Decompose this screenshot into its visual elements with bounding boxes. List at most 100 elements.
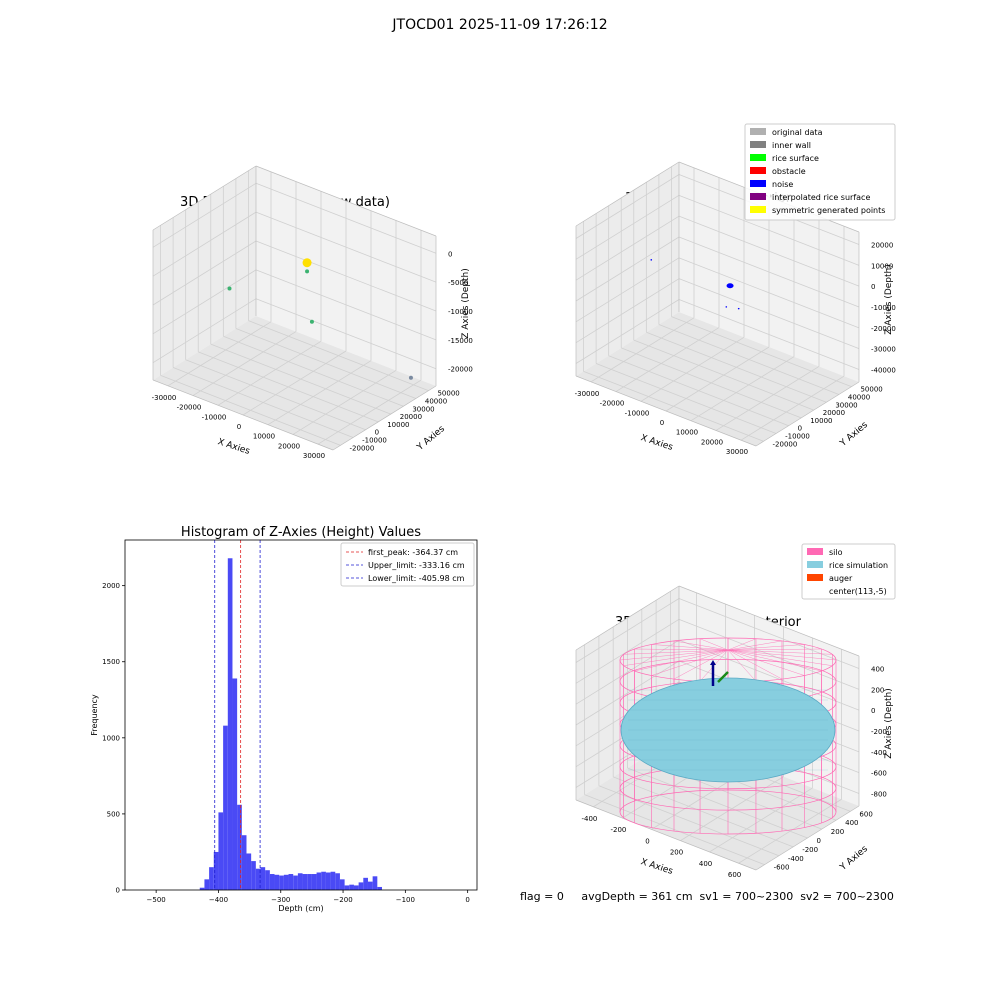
x-tick-label: 30000 bbox=[303, 452, 325, 460]
histogram-bar bbox=[288, 874, 294, 890]
histogram-bar bbox=[330, 871, 336, 890]
legend-box bbox=[801, 543, 896, 600]
x-tick-label: −400 bbox=[209, 896, 228, 904]
histogram-bar bbox=[377, 886, 382, 890]
grid-line bbox=[584, 794, 765, 866]
y-tick-label: 400 bbox=[845, 819, 858, 827]
data-point bbox=[309, 319, 314, 324]
x-tick-label: -200 bbox=[611, 826, 627, 834]
grid-line bbox=[627, 767, 808, 839]
grid-line bbox=[613, 776, 794, 848]
legend-swatch bbox=[750, 180, 766, 187]
histogram-bar bbox=[344, 885, 350, 890]
x-tick-label: 10000 bbox=[253, 433, 275, 441]
grid-line bbox=[621, 347, 802, 419]
grid-line bbox=[715, 366, 820, 431]
histogram-bar bbox=[311, 874, 317, 890]
silo-roof-line bbox=[727, 638, 757, 651]
y-tick-label: 40000 bbox=[848, 393, 870, 401]
legend-label: auger bbox=[829, 574, 853, 583]
legend-swatch bbox=[807, 574, 823, 581]
grid-line bbox=[678, 278, 860, 350]
histogram-bar bbox=[241, 835, 247, 890]
y-tick-label: 500 bbox=[107, 810, 120, 818]
silo-roof-line bbox=[673, 640, 729, 651]
grid-line bbox=[608, 355, 789, 427]
grid-line bbox=[255, 211, 437, 283]
grid-line bbox=[575, 660, 680, 726]
y-tick-label: -200 bbox=[802, 846, 818, 854]
grid-line bbox=[583, 370, 764, 442]
legend-label: original data bbox=[772, 128, 823, 137]
grid-line bbox=[633, 339, 814, 411]
z-tick-label: -15000 bbox=[448, 337, 473, 345]
x-tick-label: -30000 bbox=[575, 390, 600, 398]
x-tick-label: -10000 bbox=[202, 413, 227, 421]
silo-roof-line bbox=[699, 638, 729, 651]
histogram-bar bbox=[204, 879, 210, 890]
legend-label: first_peak: -364.37 cm bbox=[368, 548, 458, 557]
silo-roof-line bbox=[651, 649, 729, 676]
histogram-bar bbox=[293, 875, 298, 890]
grid-line bbox=[575, 618, 680, 684]
x-tick-label: 400 bbox=[699, 860, 712, 868]
grid-line bbox=[658, 324, 840, 395]
histogram-bar bbox=[237, 804, 242, 890]
pane-edge bbox=[255, 165, 437, 237]
y-tick-label: 600 bbox=[859, 810, 872, 818]
histogram-bar bbox=[363, 877, 368, 890]
legend-label: noise bbox=[772, 180, 793, 189]
data-point bbox=[725, 306, 728, 308]
legend-label: Upper_limit: -333.16 cm bbox=[368, 561, 465, 570]
histogram-bar bbox=[246, 853, 252, 890]
silo-roof-line bbox=[727, 649, 833, 655]
grid-line bbox=[248, 320, 429, 392]
grid-line bbox=[198, 351, 379, 423]
grid-line bbox=[640, 336, 745, 402]
grid-line bbox=[575, 236, 680, 302]
z-tick-label: -20000 bbox=[448, 366, 473, 374]
histogram-bar bbox=[265, 870, 270, 890]
histogram-bar bbox=[274, 874, 280, 890]
legend-box bbox=[744, 123, 896, 221]
z-tick-label: -40000 bbox=[871, 367, 896, 375]
grid-line bbox=[671, 316, 852, 388]
histogram-bar bbox=[353, 885, 359, 890]
figure-title: JTOCD01 2025-11-09 17:26:12 bbox=[392, 17, 608, 33]
z-tick-label: 10000 bbox=[871, 262, 893, 270]
grid-line bbox=[223, 335, 404, 407]
y-tick-label: 0 bbox=[375, 429, 379, 437]
grid-line bbox=[575, 598, 680, 663]
x-tick-label: 0 bbox=[660, 419, 664, 427]
x-tick-label: −200 bbox=[333, 896, 352, 904]
legend-swatch bbox=[750, 193, 766, 200]
histogram-bar bbox=[199, 887, 205, 890]
histogram-bar bbox=[339, 879, 345, 890]
data-point bbox=[227, 286, 232, 291]
y-tick-label: 1000 bbox=[102, 734, 120, 742]
pane-edge bbox=[332, 385, 437, 451]
histogram-bar bbox=[335, 873, 340, 890]
x-tick-label: 0 bbox=[237, 423, 241, 431]
grid-line bbox=[646, 331, 827, 403]
histogram-bar bbox=[279, 875, 284, 890]
silo-roof-line bbox=[727, 649, 805, 676]
x-tick-label: 30000 bbox=[726, 448, 748, 456]
data-point bbox=[737, 307, 740, 310]
silo-roof-line bbox=[727, 649, 783, 680]
x-tick-label: -20000 bbox=[600, 400, 625, 408]
y-tick-label: -10000 bbox=[362, 437, 387, 445]
legend-label: rice surface bbox=[772, 154, 819, 163]
z-tick-label: -30000 bbox=[871, 346, 896, 354]
x-tick-label: 20000 bbox=[278, 442, 300, 450]
grid-line bbox=[575, 257, 680, 323]
grid-line bbox=[575, 174, 680, 239]
y-axis-label: Y Axies bbox=[415, 424, 447, 453]
grid-line bbox=[292, 370, 397, 435]
simulation-3d-plot: 3D simulation of Silo Interior-400-20002… bbox=[575, 543, 896, 879]
y-tick-label: 10000 bbox=[810, 417, 832, 425]
data-point bbox=[408, 375, 413, 380]
histogram-bar bbox=[367, 881, 373, 890]
z-tick-label: -600 bbox=[871, 770, 887, 778]
legend-label: obstacle bbox=[772, 167, 806, 176]
